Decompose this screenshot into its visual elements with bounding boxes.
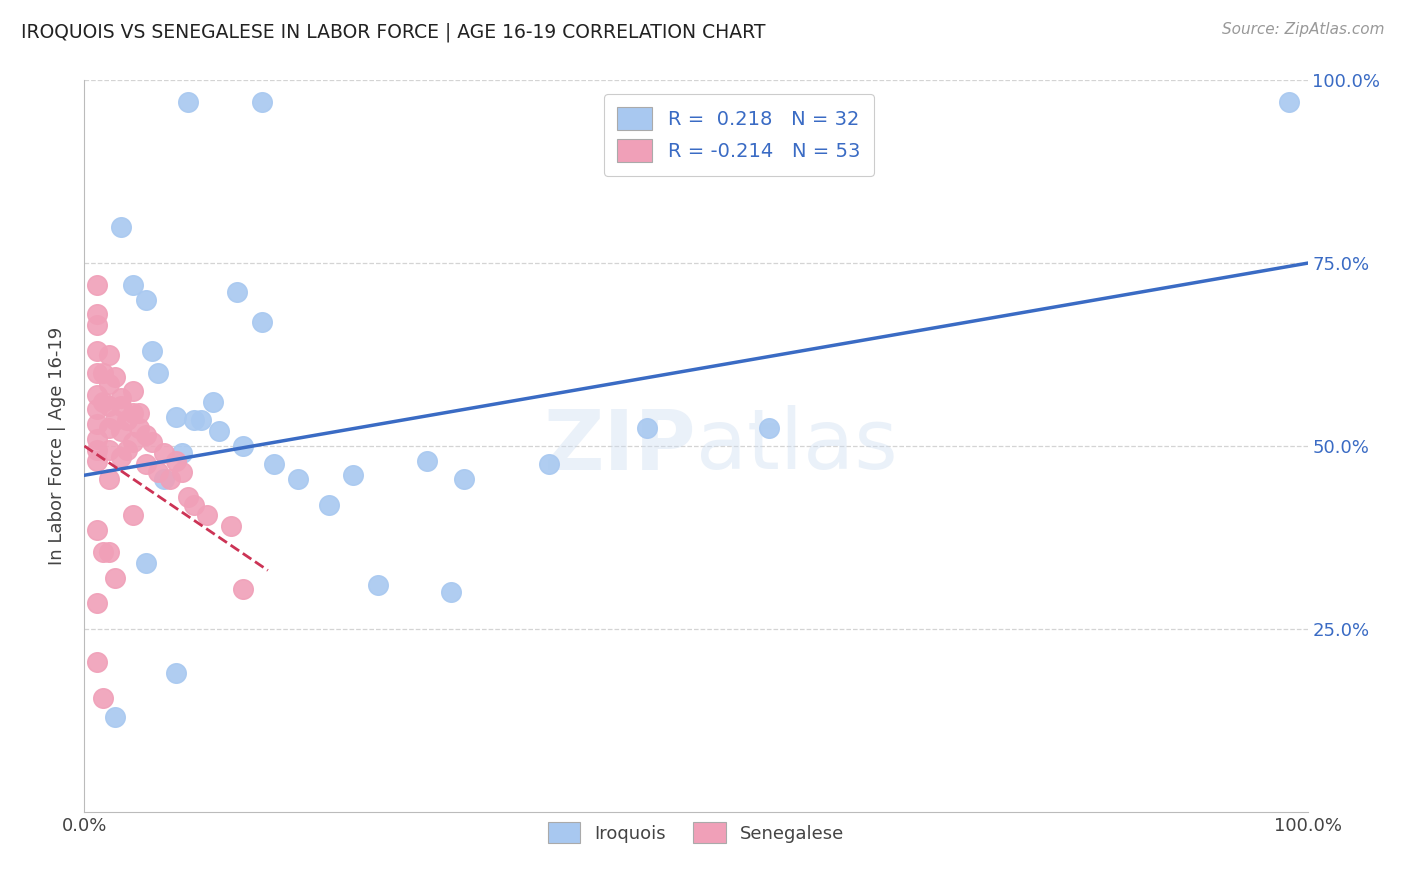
Point [1278, 95, 1301, 110]
Point [342, 468, 364, 483]
Point [91, 366, 114, 380]
Point [91, 545, 114, 559]
Point [208, 425, 231, 439]
Point [86, 307, 108, 321]
Point [128, 421, 150, 435]
Point [201, 395, 224, 409]
Point [115, 442, 138, 457]
Point [135, 457, 157, 471]
Point [636, 421, 658, 435]
Point [97, 347, 120, 362]
Point [122, 435, 145, 450]
Point [122, 278, 145, 293]
Point [86, 442, 108, 457]
Point [110, 450, 132, 464]
Point [135, 293, 157, 307]
Point [86, 388, 108, 402]
Point [110, 425, 132, 439]
Point [122, 406, 145, 420]
Point [165, 409, 187, 424]
Point [172, 446, 194, 460]
Point [146, 366, 169, 380]
Point [440, 585, 463, 599]
Text: Source: ZipAtlas.com: Source: ZipAtlas.com [1222, 22, 1385, 37]
Text: IROQUOIS VS SENEGALESE IN LABOR FORCE | AGE 16-19 CORRELATION CHART: IROQUOIS VS SENEGALESE IN LABOR FORCE | … [21, 22, 766, 42]
Point [758, 421, 780, 435]
Point [367, 578, 389, 592]
Point [177, 95, 200, 110]
Point [153, 446, 176, 460]
Point [232, 582, 254, 596]
Text: atlas: atlas [696, 406, 897, 486]
Point [232, 439, 254, 453]
Point [250, 95, 273, 110]
Point [97, 399, 120, 413]
Point [86, 655, 108, 669]
Point [128, 406, 150, 420]
Point [86, 318, 108, 333]
Point [177, 490, 200, 504]
Point [453, 472, 475, 486]
Point [86, 343, 108, 358]
Point [97, 421, 120, 435]
Point [135, 556, 157, 570]
Point [104, 571, 127, 585]
Point [165, 453, 187, 467]
Legend: Iroquois, Senegalese: Iroquois, Senegalese [537, 812, 855, 854]
Point [86, 417, 108, 431]
Point [97, 376, 120, 391]
Point [165, 665, 187, 680]
Point [190, 413, 212, 427]
Point [97, 472, 120, 486]
Point [86, 366, 108, 380]
Point [172, 465, 194, 479]
Point [183, 413, 205, 427]
Point [122, 384, 145, 399]
Point [86, 432, 108, 446]
Point [141, 343, 163, 358]
Point [183, 498, 205, 512]
Point [110, 392, 132, 406]
Point [104, 369, 127, 384]
Point [91, 395, 114, 409]
Point [263, 457, 285, 471]
Point [86, 523, 108, 537]
Point [110, 219, 132, 234]
Point [287, 472, 309, 486]
Point [250, 315, 273, 329]
Point [104, 413, 127, 427]
Point [110, 399, 132, 413]
Point [86, 402, 108, 417]
Point [141, 435, 163, 450]
Point [135, 428, 157, 442]
Point [318, 498, 340, 512]
Point [538, 457, 561, 471]
Point [91, 691, 114, 706]
Point [122, 508, 145, 523]
Point [159, 472, 181, 486]
Point [86, 278, 108, 293]
Text: ZIP: ZIP [544, 406, 696, 486]
Point [416, 453, 439, 467]
Point [195, 508, 218, 523]
Point [219, 519, 242, 533]
Point [226, 285, 249, 300]
Y-axis label: In Labor Force | Age 16-19: In Labor Force | Age 16-19 [48, 326, 66, 566]
Point [86, 596, 108, 610]
Point [153, 472, 176, 486]
Point [86, 453, 108, 467]
Point [97, 545, 120, 559]
Point [97, 442, 120, 457]
Point [146, 465, 169, 479]
Point [115, 413, 138, 427]
Point [104, 709, 127, 723]
